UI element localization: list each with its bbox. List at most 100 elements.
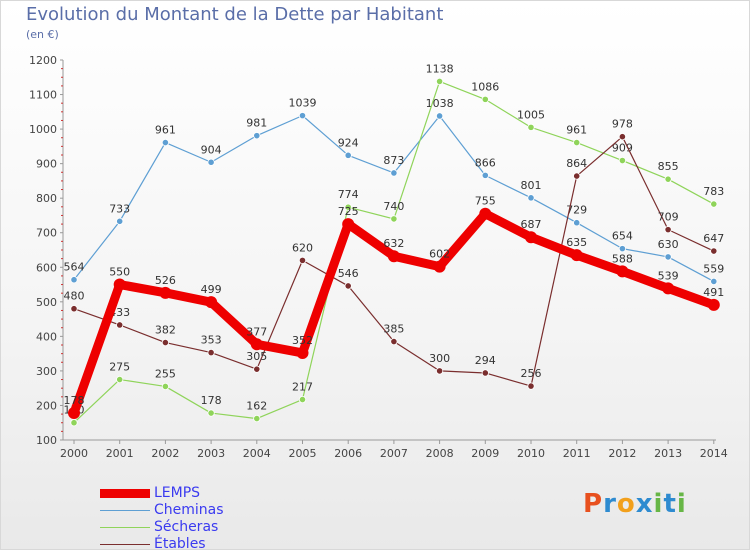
data-label-cheminas: 559 (703, 262, 724, 275)
data-label-cheminas: 729 (566, 204, 587, 217)
data-point-etables (116, 321, 124, 329)
data-label-cheminas: 873 (383, 154, 404, 167)
data-label-cheminas: 654 (612, 230, 633, 243)
legend-label: Cheminas (154, 502, 224, 518)
logo-letter: P (583, 489, 604, 519)
x-tick-label: 2012 (608, 447, 636, 460)
data-label-secheras: 275 (109, 361, 130, 374)
data-point-lemps (342, 218, 355, 231)
data-label-lemps: 178 (64, 394, 85, 407)
data-point-secheras (207, 409, 215, 417)
data-label-cheminas: 564 (64, 261, 85, 274)
legend-swatch (100, 489, 150, 498)
chart-title: Evolution du Montant de la Dette par Hab… (26, 4, 444, 25)
logo-letter: r (603, 489, 617, 519)
data-label-etables: 353 (201, 334, 222, 347)
y-tick-label: 1200 (29, 54, 57, 67)
data-label-etables: 864 (566, 157, 587, 170)
data-point-etables (481, 369, 489, 377)
data-label-cheminas: 630 (658, 238, 679, 251)
data-point-cheminas (70, 276, 78, 284)
data-label-secheras: 740 (383, 200, 404, 213)
x-tick-label: 2011 (563, 447, 591, 460)
data-point-lemps (387, 250, 400, 263)
data-point-cheminas (207, 158, 215, 166)
y-tick-label: 800 (36, 192, 57, 205)
data-point-secheras (344, 203, 352, 211)
data-point-lemps (68, 407, 80, 420)
x-tick-label: 2005 (289, 447, 317, 460)
x-tick-label: 2003 (197, 447, 225, 460)
logo-letter: i (676, 489, 687, 519)
x-tick-label: 2002 (151, 447, 179, 460)
data-point-secheras (161, 382, 169, 391)
x-tick-label: 2004 (243, 447, 271, 460)
data-point-cheminas (527, 194, 535, 202)
data-point-secheras (481, 95, 489, 103)
x-tick-label: 2009 (471, 447, 499, 460)
data-point-secheras (116, 375, 124, 384)
data-point-lemps (296, 346, 309, 359)
y-tick-label: 100 (36, 434, 57, 447)
data-label-cheminas: 1038 (426, 97, 454, 110)
data-label-lemps: 377 (246, 325, 267, 338)
y-tick-label: 700 (36, 227, 57, 240)
data-label-etables: 294 (475, 354, 496, 367)
data-label-secheras: 855 (658, 160, 679, 173)
data-label-lemps: 499 (201, 283, 222, 296)
data-label-cheminas: 904 (201, 143, 222, 156)
data-label-lemps: 632 (383, 237, 404, 250)
data-label-lemps: 687 (521, 218, 542, 231)
data-point-secheras (664, 175, 672, 183)
data-label-etables: 256 (521, 367, 542, 380)
x-tick-label: 2007 (380, 447, 408, 460)
data-label-cheminas: 801 (521, 179, 542, 192)
data-label-cheminas: 981 (246, 117, 267, 130)
data-label-lemps: 539 (658, 269, 679, 282)
y-tick-label: 200 (36, 399, 57, 412)
data-point-lemps (662, 282, 675, 295)
data-point-lemps (205, 296, 218, 309)
legend-item-lemps: LEMPS (100, 485, 224, 502)
proxiti-logo: Proxiti (583, 489, 687, 519)
legend-item-etables: Étables (100, 536, 224, 553)
legend-swatch (100, 544, 150, 545)
data-point-secheras (527, 123, 535, 131)
data-point-secheras (710, 200, 718, 208)
data-label-lemps: 550 (109, 266, 130, 279)
data-point-secheras (390, 215, 398, 223)
data-point-etables (435, 367, 444, 375)
data-label-lemps: 635 (566, 236, 587, 249)
x-tick-label: 2000 (60, 447, 88, 460)
legend-label: LEMPS (154, 485, 201, 501)
chart-subtitle: (en €) (26, 28, 59, 41)
data-point-lemps (250, 338, 263, 351)
data-point-etables (298, 256, 307, 264)
data-point-cheminas (435, 112, 444, 120)
data-label-etables: 620 (292, 241, 313, 254)
data-label-lemps: 602 (429, 248, 450, 261)
y-tick-label: 400 (36, 330, 57, 343)
legend-item-secheras: Sécheras (100, 519, 224, 536)
data-point-lemps (479, 207, 492, 220)
data-label-cheminas: 924 (338, 136, 359, 149)
data-point-etables (618, 133, 627, 141)
data-point-etables (573, 172, 581, 180)
data-label-lemps: 491 (703, 286, 724, 299)
data-point-cheminas (710, 277, 718, 286)
data-label-lemps: 526 (155, 274, 176, 287)
data-point-secheras (435, 77, 444, 86)
data-label-lemps: 725 (338, 205, 359, 218)
legend-label: Sécheras (154, 519, 219, 535)
data-label-etables: 305 (246, 350, 267, 363)
data-label-secheras: 961 (566, 124, 587, 137)
y-tick-label: 1000 (29, 123, 57, 136)
data-point-secheras (573, 138, 581, 147)
data-point-lemps (525, 231, 537, 244)
data-point-cheminas (298, 112, 307, 120)
legend-item-cheminas: Cheminas (100, 502, 224, 519)
data-point-etables (344, 282, 352, 290)
data-point-lemps (616, 265, 629, 278)
data-label-etables: 382 (155, 324, 176, 337)
data-point-lemps (159, 286, 172, 299)
